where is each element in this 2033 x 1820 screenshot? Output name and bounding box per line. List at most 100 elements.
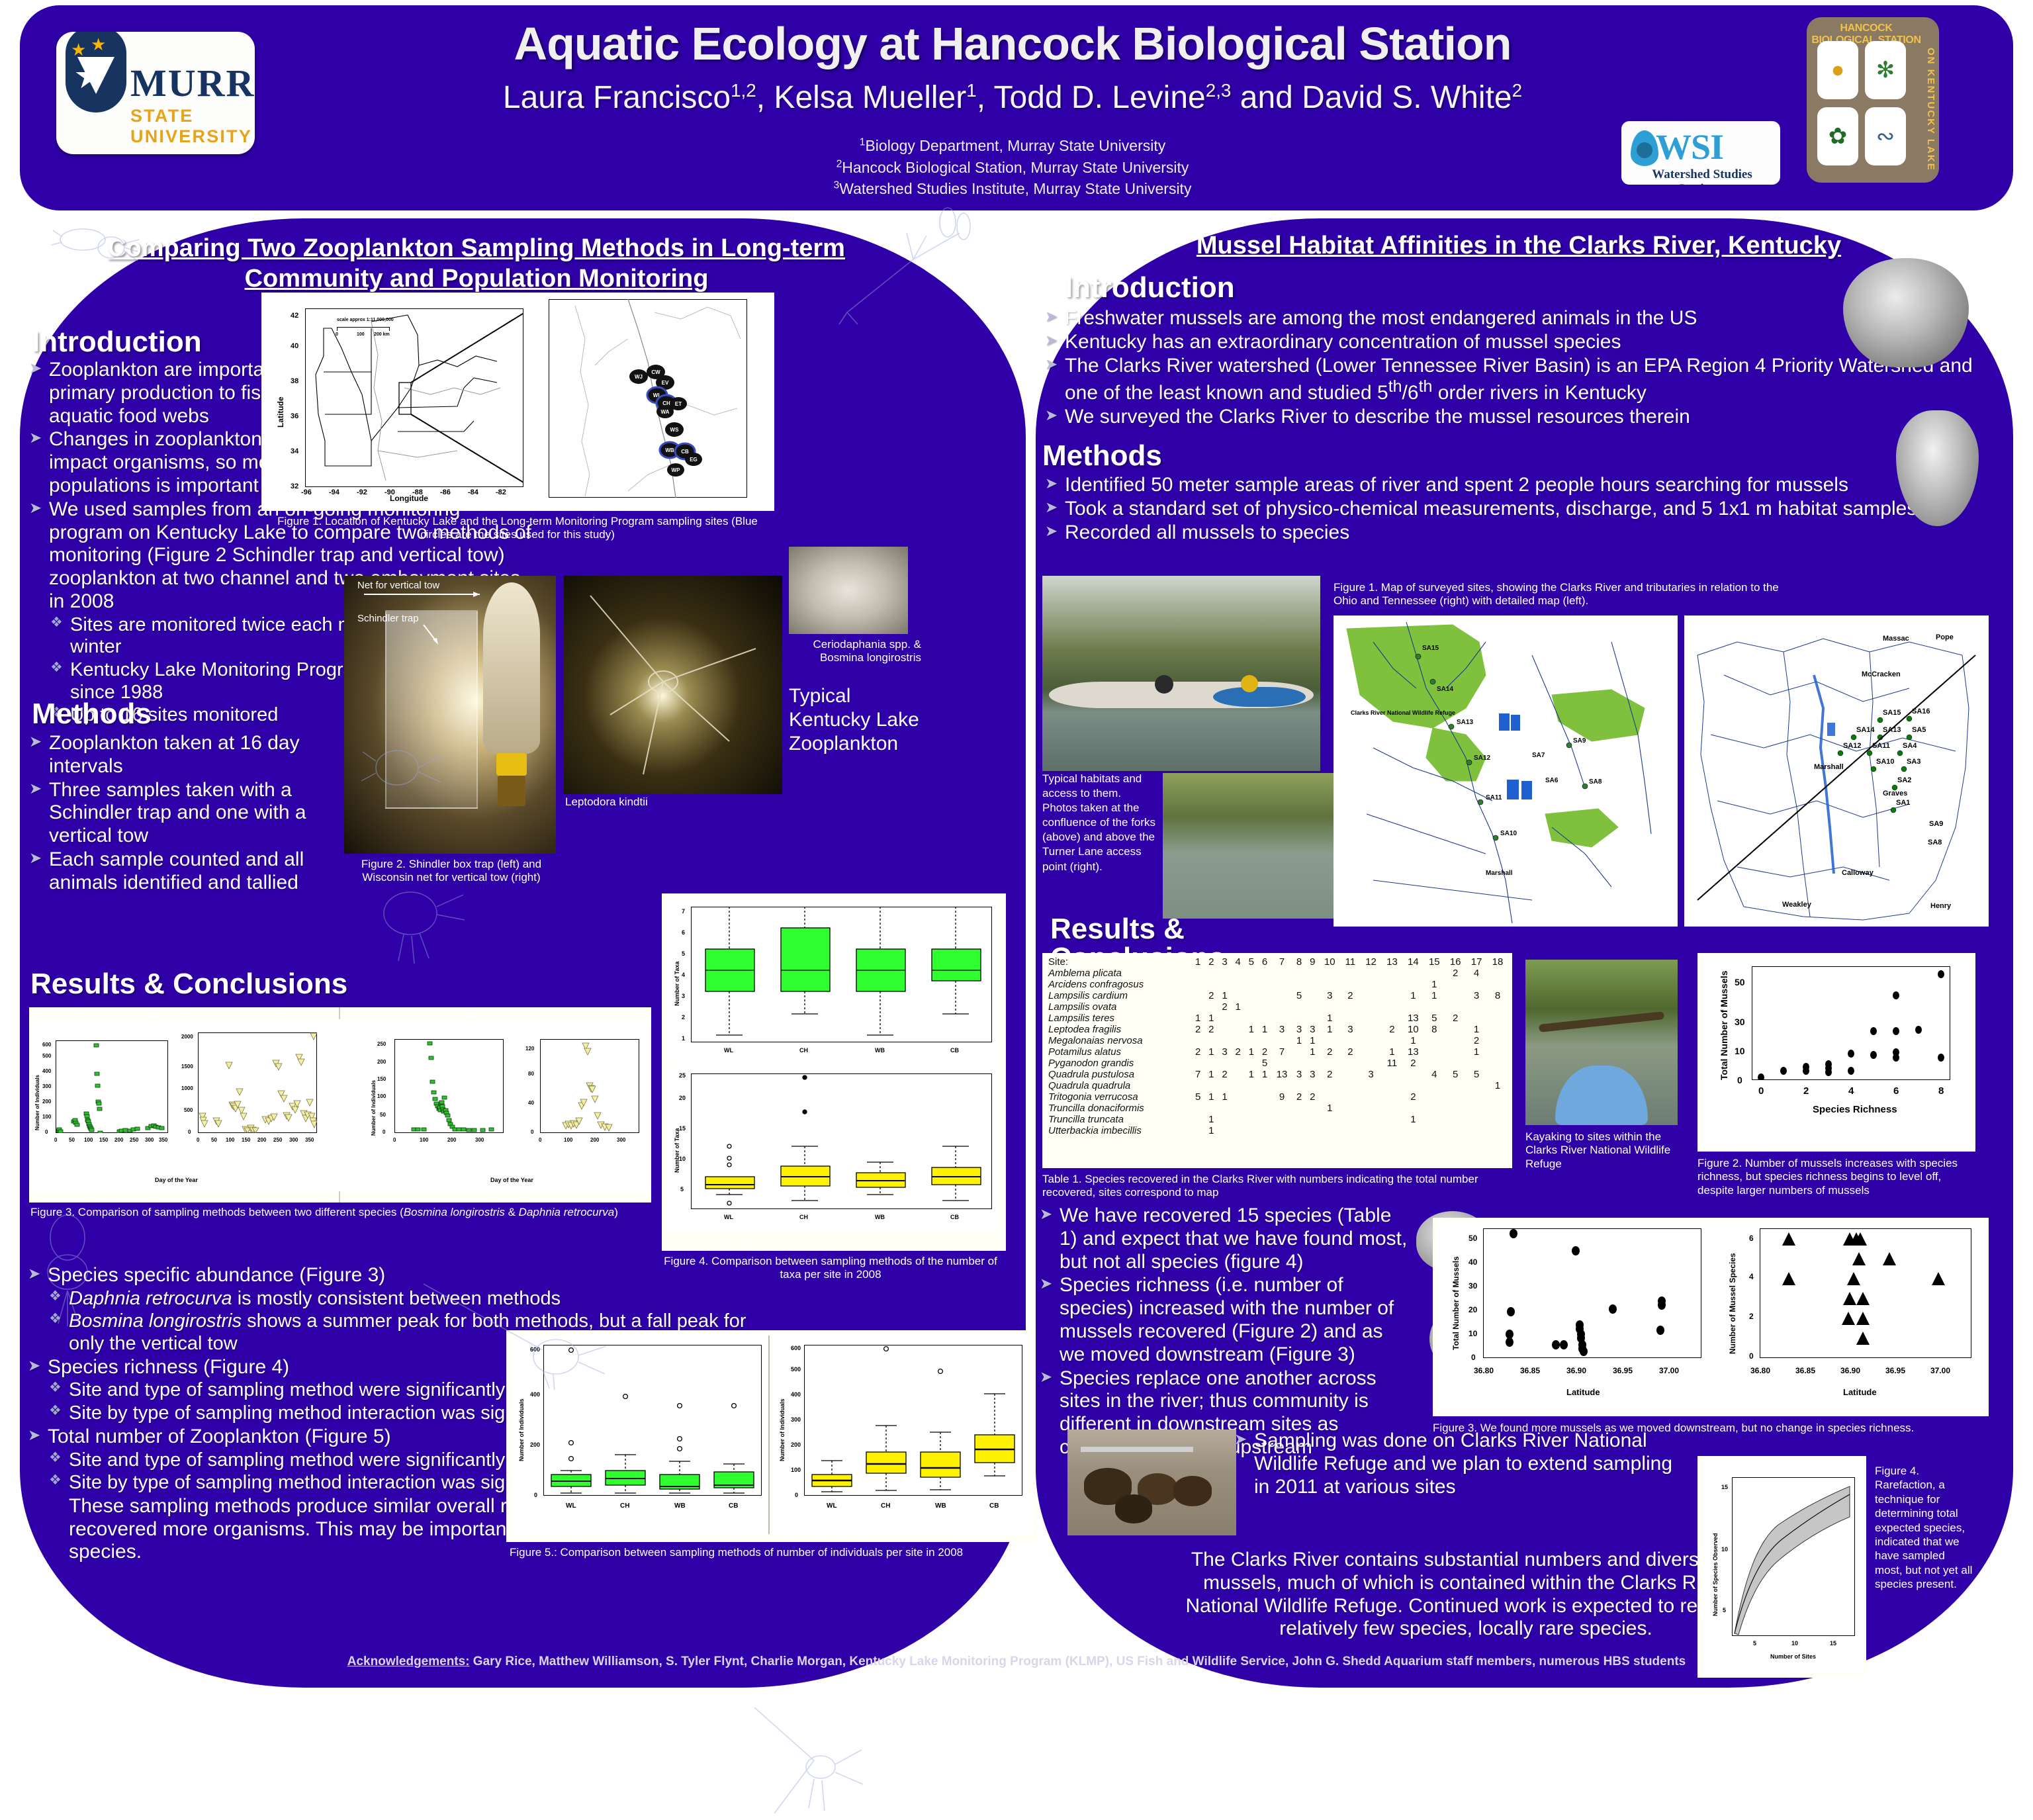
scale-tick: 200 km <box>374 332 390 337</box>
leaf-icon: ✿ <box>1817 107 1858 165</box>
table-cell <box>1423 1046 1445 1058</box>
svg-text:Clarks River National Wildlife: Clarks River National Wildlife Refuge <box>1351 709 1455 716</box>
list-item: Bosmina longirostris shows a summer peak… <box>28 1310 762 1355</box>
list-item: Up to 16 sites monitored <box>29 704 532 727</box>
table-cell: 2 <box>1347 990 1353 1001</box>
map-scale-note: scale approx 1:11,000,000 <box>337 318 394 322</box>
poster-title: Aquatic Ecology at Hancock Biological St… <box>514 18 1512 69</box>
table-cell <box>1258 1080 1271 1091</box>
salamander-icon: ∾ <box>1865 107 1906 165</box>
table-cell <box>1382 1013 1403 1024</box>
x-tick: WB <box>935 1502 946 1510</box>
table-cell <box>1191 979 1204 990</box>
net-label: Net for vertical tow <box>357 580 440 591</box>
x-tick: WL <box>566 1502 576 1510</box>
table-cell <box>1319 1035 1340 1046</box>
svg-text:CB: CB <box>681 449 689 455</box>
list-item: Total number of Zooplankton (Figure 5) <box>28 1426 762 1449</box>
table-cell <box>1191 1001 1204 1013</box>
x-tick: WL <box>724 1214 733 1220</box>
table-cell: 2 <box>1195 1046 1201 1058</box>
table-cell <box>1271 1013 1292 1024</box>
copepod-outline-icon <box>47 1214 88 1326</box>
table-row: Utterbackia imbecillis 1 <box>1046 1125 1508 1136</box>
table-cell <box>1382 1091 1403 1103</box>
table-cell: 1 <box>1410 1035 1416 1046</box>
figure3-bosmina: Bosmina longirostris Number of Individua… <box>29 1007 340 1203</box>
table-cell: 1 <box>1208 1114 1214 1125</box>
list-item: Species richness (i.e. number of species… <box>1040 1274 1410 1366</box>
typical-zooplankton-label: Typical Kentucky Lake Zooplankton <box>789 685 919 754</box>
figure5-caption: Figure 5.: Comparison between sampling m… <box>510 1546 964 1559</box>
table-cell <box>1445 979 1466 990</box>
scale-tick: 100 <box>357 332 365 337</box>
table-cell: 1 <box>1494 1080 1501 1091</box>
col-header: 2 <box>1208 956 1214 968</box>
table-cell <box>1271 1080 1292 1091</box>
left-methods-heading: Methods <box>32 698 152 730</box>
list-item: Identified 50 meter sample areas of rive… <box>1045 474 1991 497</box>
table-cell <box>1292 1013 1306 1024</box>
svg-text:SA13: SA13 <box>1883 726 1901 734</box>
col-header: 1 <box>1195 956 1201 968</box>
water-drop-icon <box>1631 130 1658 166</box>
msu-subtitle: STATE UNIVERSITY <box>130 106 253 146</box>
table-cell <box>1306 1001 1319 1013</box>
table-row: Pyganodon grandis 5 11 2 <box>1046 1058 1508 1069</box>
x-tick: 0 <box>1758 1085 1764 1097</box>
map-x-axis-label: Longitude <box>390 494 428 503</box>
table-cell: 5 <box>1195 1091 1201 1103</box>
y-axis-label: Number of Species Observed <box>1712 1533 1719 1616</box>
kentucky-map-svg: Massac Pope McCracken Marshall Graves Callo… <box>1684 615 1989 927</box>
table-cell <box>1382 1114 1403 1125</box>
list-item: Each sample counted and all animals iden… <box>29 848 360 895</box>
svg-text:SA15: SA15 <box>1883 709 1901 717</box>
species-name: Quadrula quadrula <box>1048 1080 1131 1091</box>
poster-header: ★ ★ ★ MURRAY STATE UNIVERSITY Aquatic Ec… <box>20 5 2013 210</box>
zooplankton-outline-icon <box>51 228 140 261</box>
x-axis-label: Latitude <box>1566 1387 1600 1397</box>
species-name: Quadrula pustulosa <box>1048 1069 1135 1080</box>
table-row: Leptodea fragilis 2 2 1 1 3 3 3 1 3 2 10 8 1 <box>1046 1024 1508 1035</box>
table-cell <box>1423 1058 1445 1069</box>
table-cell <box>1423 1103 1445 1114</box>
table-cell <box>1340 1001 1360 1013</box>
table-header-row: Site: 1 2 3 4 5 6 7 8 9 10 11 12 13 14 1… <box>1046 956 1508 968</box>
list-item: Took a standard set of physico-chemical … <box>1045 498 1991 521</box>
table-cell: 1 <box>1222 1091 1228 1103</box>
star-icon: ★ <box>91 34 107 54</box>
table-cell <box>1258 979 1271 990</box>
table-cell <box>1232 1024 1245 1035</box>
table-cell: 2 <box>1327 1046 1333 1058</box>
table-cell <box>1382 968 1403 979</box>
col-header: 14 <box>1408 956 1419 968</box>
x-tick: 2 <box>1803 1085 1809 1097</box>
table-cell <box>1445 1058 1466 1069</box>
table-cell <box>1423 1035 1445 1046</box>
table-cell <box>1306 1125 1319 1136</box>
kayak-photo <box>1525 960 1678 1125</box>
table-cell: 5 <box>1473 1069 1480 1080</box>
table-cell <box>1487 1024 1508 1035</box>
table-cell <box>1258 1103 1271 1114</box>
wsi-acronym: WSI <box>1656 127 1724 167</box>
x-tick: -90 <box>384 488 395 496</box>
right-figure3-panel: Total Number of Mussels 0 10 20 30 40 50 <box>1433 1218 1989 1416</box>
table-row: Quadrula quadrula 1 <box>1046 1080 1508 1091</box>
y-tick: 32 <box>291 482 299 490</box>
table-cell <box>1258 1035 1271 1046</box>
mussel-icon: ● <box>1817 41 1858 99</box>
table-cell: 9 <box>1279 1091 1285 1103</box>
table-cell <box>1423 1001 1445 1013</box>
table-cell: 2 <box>1261 1046 1268 1058</box>
table-cell: 8 <box>1494 990 1501 1001</box>
table-cell: 3 <box>1473 990 1480 1001</box>
table-cell <box>1466 1058 1487 1069</box>
table-cell <box>1218 1125 1231 1136</box>
affiliation-line: 3Watershed Studies Institute, Murray Sta… <box>833 179 1192 198</box>
right-figure1-caption: Figure 1. Map of surveyed sites, showing… <box>1333 581 1779 608</box>
svg-text:SA4: SA4 <box>1903 742 1917 750</box>
table-cell: 5 <box>1296 990 1302 1001</box>
table-cell <box>1258 1091 1271 1103</box>
x-tick: -92 <box>357 488 367 496</box>
